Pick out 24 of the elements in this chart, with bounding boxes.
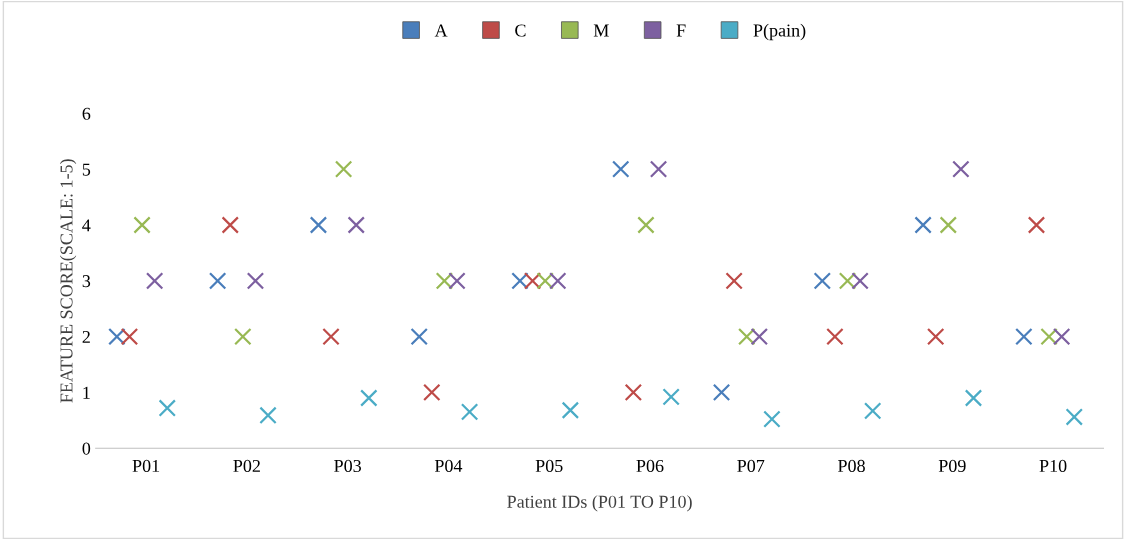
y-axis-title: FEATURE SCORE(SCALE: 1-5): [59, 159, 77, 403]
x-tick-label: P04: [434, 459, 463, 473]
x-tick-label: P10: [1039, 459, 1067, 473]
y-tick-label: 2: [82, 330, 90, 343]
x-tick-label: P06: [636, 459, 664, 473]
legend-label: P(pain): [753, 23, 806, 41]
legend-label: M: [593, 24, 609, 37]
x-tick-label: P07: [737, 459, 765, 473]
x-tick-label: P09: [938, 459, 966, 473]
y-tick-label: 6: [82, 107, 91, 120]
x-axis-title: Patient IDs (P01 TO P10): [507, 495, 692, 512]
y-tick-label: 3: [82, 275, 91, 288]
legend-label: A: [434, 24, 448, 37]
y-tick-label: 1: [83, 386, 90, 399]
y-tick-label: 0: [82, 442, 91, 455]
x-tick-label: P03: [334, 459, 361, 473]
x-tick-label: P01: [132, 459, 160, 473]
y-tick-label: 4: [82, 219, 91, 232]
legend-label: F: [676, 24, 686, 37]
x-tick-label: P02: [233, 459, 260, 473]
x-tick-label: P05: [535, 459, 563, 473]
x-tick-label: P08: [838, 459, 865, 473]
y-tick-label: 5: [82, 163, 91, 176]
legend-label: C: [515, 24, 526, 37]
